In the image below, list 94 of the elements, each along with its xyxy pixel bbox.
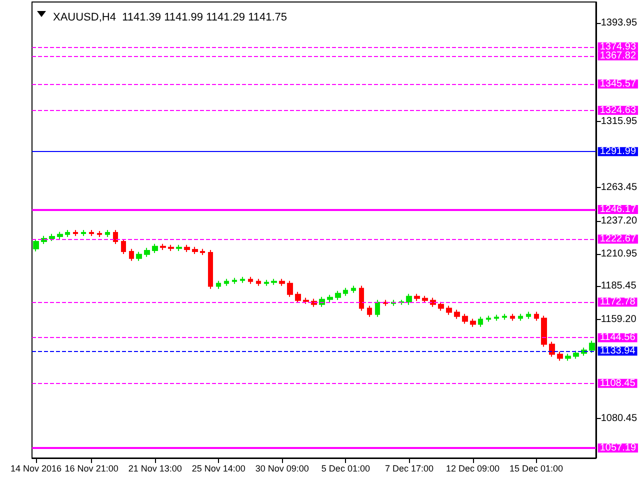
candlestick	[470, 318, 476, 328]
candlestick	[129, 248, 134, 262]
candlestick	[478, 316, 483, 328]
candlestick	[375, 299, 380, 318]
ref-line-label: 1374.93	[600, 41, 636, 52]
ref-line-label: 1172.78	[600, 296, 636, 308]
candlestick	[557, 351, 563, 362]
candlestick	[184, 244, 190, 252]
candlestick	[367, 305, 372, 318]
candlestick	[176, 244, 182, 252]
candlestick	[462, 313, 468, 324]
candlestick	[295, 291, 301, 304]
candlestick	[359, 285, 364, 312]
candlestick	[541, 315, 547, 348]
ref-line-label: 1324.63	[600, 104, 636, 116]
candlestick	[438, 301, 444, 312]
candlestick	[534, 311, 539, 322]
candlestick	[57, 231, 63, 240]
candlestick	[256, 278, 261, 286]
x-tick-label: 5 Dec 01:00	[321, 464, 370, 474]
candlestick	[422, 295, 428, 304]
ref-line-label: 1367.82	[600, 50, 636, 62]
candlestick	[414, 293, 420, 302]
candlestick	[89, 230, 94, 237]
candlestick	[399, 299, 404, 306]
ref-line-label: 1144.56	[600, 332, 636, 344]
y-tick-label: 1210.95	[600, 248, 638, 260]
y-tick-label: 1393.95	[600, 17, 638, 28]
x-tick-label: 16 Nov 21:00	[64, 464, 118, 474]
candlestick	[406, 293, 412, 306]
candlestick	[343, 287, 348, 296]
x-tick-label: 12 Dec 09:00	[446, 464, 500, 474]
ref-line-label: 1291.99	[600, 146, 636, 158]
candlestick	[105, 230, 110, 238]
candlestick	[518, 313, 523, 322]
x-tick-label: 15 Dec 01:00	[510, 464, 564, 474]
candlestick	[49, 233, 55, 242]
candlestick	[494, 314, 499, 322]
candlestick	[144, 247, 150, 258]
candlestick	[454, 309, 460, 320]
candlestick	[502, 313, 507, 320]
candlestick	[200, 248, 205, 256]
text: XAUUSD,H4 1141.39 1141.99 1141.29 1141.75	[53, 12, 288, 24]
candlestick	[565, 353, 571, 362]
candlestick	[526, 311, 531, 320]
ref-line-label: 1345.57	[600, 78, 636, 90]
candlestick	[65, 230, 70, 238]
x-tick-label: 25 Nov 14:00	[192, 464, 246, 474]
y-tick-label: 1263.45	[600, 182, 638, 194]
candlestick	[168, 244, 174, 252]
candlestick	[279, 278, 285, 286]
candlestick	[216, 280, 221, 290]
candlestick	[510, 313, 515, 322]
ref-line-label: 1108.45	[600, 378, 636, 389]
candlestick	[327, 294, 333, 302]
candlestick	[73, 230, 78, 237]
y-tick-label: 1315.95	[600, 116, 638, 127]
candlestick	[248, 276, 253, 284]
x-tick-label: 7 Dec 17:00	[384, 464, 434, 474]
ref-line-label: 1057.19	[600, 442, 636, 454]
x-tick-label: 30 Nov 09:00	[255, 464, 309, 474]
candlestick	[224, 278, 229, 286]
candlestick	[335, 290, 341, 300]
candlestick	[97, 230, 102, 238]
candlestick	[264, 279, 269, 286]
x-tick-label: 14 Nov 2016	[10, 464, 62, 474]
candlestick	[81, 230, 86, 237]
candlestick	[121, 238, 126, 254]
candlestick	[33, 238, 39, 252]
candlestick	[589, 340, 595, 354]
candlestick	[136, 251, 142, 262]
ref-line-label: 1222.67	[600, 234, 636, 245]
candlestick	[446, 305, 452, 316]
ref-line-label: 1246.17	[600, 204, 636, 215]
candlestick	[486, 315, 491, 322]
candlestick	[208, 249, 213, 290]
ref-line-label: 1133.94	[600, 346, 636, 357]
y-tick-label: 1080.45	[600, 413, 638, 424]
candlestick	[271, 278, 277, 286]
y-tick-label: 1237.20	[600, 215, 638, 226]
candlestick	[192, 246, 198, 254]
candlestick	[160, 243, 166, 250]
candlestick	[303, 297, 309, 304]
candlestick	[549, 341, 555, 358]
y-tick-label: 1159.20	[600, 314, 637, 325]
candlestick	[240, 276, 245, 284]
candlestick	[113, 230, 118, 245]
candlestick	[573, 350, 579, 360]
x-tick-label: 21 Nov 13:00	[128, 464, 182, 474]
candlestick	[351, 285, 356, 294]
candlestick	[152, 243, 158, 254]
candlestick	[232, 277, 237, 284]
candlestick	[287, 280, 293, 298]
y-tick-label: 1185.45	[600, 280, 637, 292]
